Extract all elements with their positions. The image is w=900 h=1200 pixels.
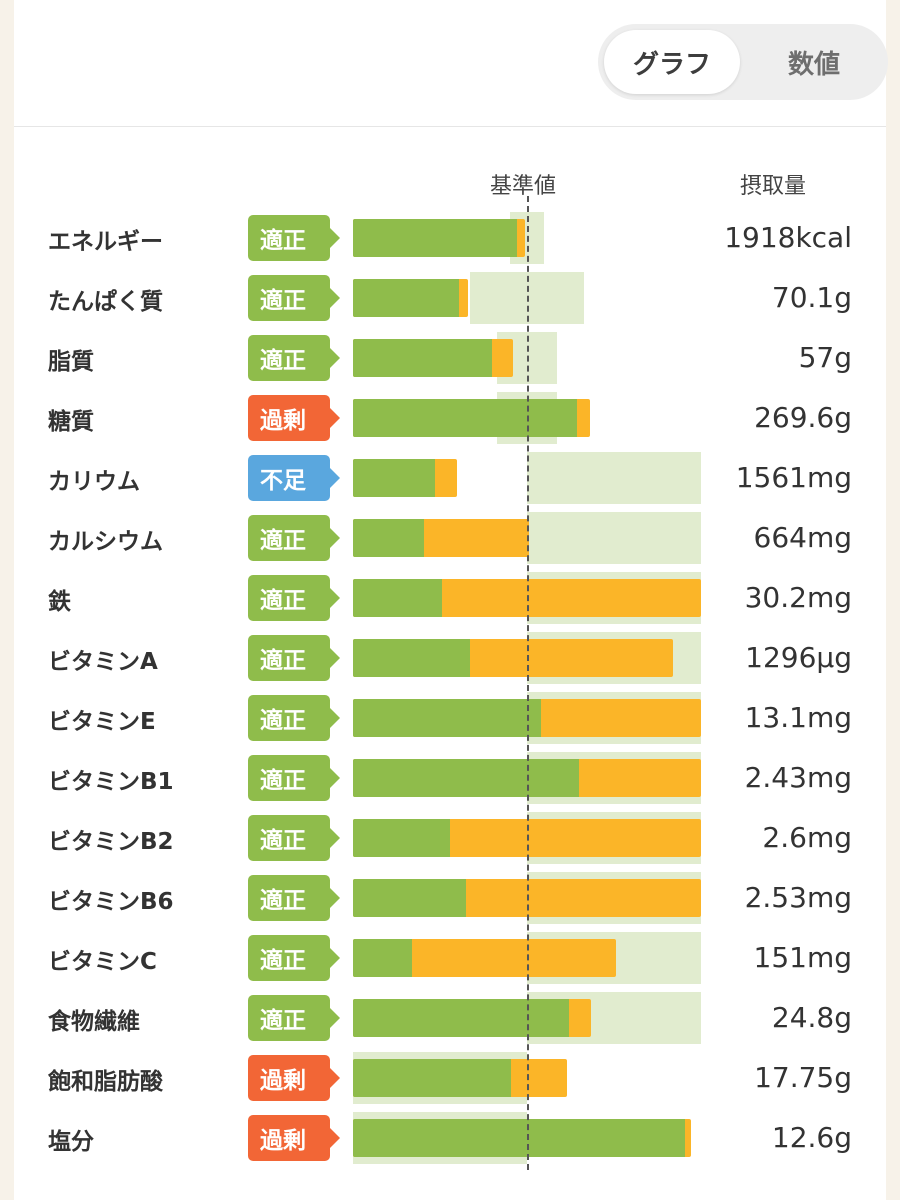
nutrient-row: ビタミンC 適正 151mg [0,928,900,988]
intake-value: 17.75g [754,1061,852,1094]
nutrient-name: ビタミンE [48,709,156,735]
intake-value: 2.43mg [744,761,852,794]
intake-bar-primary [353,519,425,557]
intake-bar-primary [353,759,580,797]
nutrient-name: エネルギー [48,229,163,255]
status-badge: 過剰 [248,395,340,441]
status-badge: 過剰 [248,1115,340,1161]
nutrient-name: 脂質 [48,349,94,375]
nutrient-name: 食物繊維 [48,1009,140,1035]
reference-range [469,272,585,324]
intake-bar-primary [353,939,413,977]
status-badge: 過剰 [248,1055,340,1101]
status-badge: 適正 [248,695,340,741]
nutrient-name: ビタミンB6 [48,889,174,915]
intake-value: 2.6mg [762,821,852,854]
status-badge: 適正 [248,335,340,381]
reference-line [527,196,529,1170]
nutrient-row: ビタミンB6 適正 2.53mg [0,868,900,928]
nutrient-name: 鉄 [48,589,71,615]
status-badge: 適正 [248,215,340,261]
intake-bar-primary [353,639,470,677]
status-badge: 適正 [248,935,340,981]
nutrient-name: たんぱく質 [48,289,163,315]
intake-value: 1296μg [745,641,852,674]
nutrient-row: エネルギー 適正 1918kcal [0,208,900,268]
intake-bar-primary [353,579,442,617]
intake-bar-primary [353,699,541,737]
reference-range [527,512,701,564]
intake-value: 664mg [753,521,853,554]
intake-value: 269.6g [754,401,852,434]
status-badge: 適正 [248,755,340,801]
intake-bar-primary [353,1119,686,1157]
intake-value: 70.1g [771,281,852,314]
intake-bar-primary [353,819,451,857]
intake-header: 摂取量 [740,174,807,199]
status-badge: 適正 [248,815,340,861]
status-badge: 適正 [248,635,340,681]
nutrient-name: ビタミンB1 [48,769,174,795]
nutrient-row: 鉄 適正 30.2mg [0,568,900,628]
status-badge: 不足 [248,455,340,501]
intake-value: 24.8g [771,1001,852,1034]
status-badge: 適正 [248,275,340,321]
intake-value: 1918kcal [724,221,852,254]
intake-bar-primary [353,999,569,1037]
nutrient-row: 脂質 適正 57g [0,328,900,388]
intake-bar-primary [353,459,435,497]
reference-range [527,452,701,504]
status-badge: 適正 [248,575,340,621]
intake-value: 57g [798,341,852,374]
nutrient-name: 飽和脂肪酸 [48,1069,163,1095]
nutrient-name: カルシウム [48,529,163,555]
nutrient-name: ビタミンA [48,649,158,675]
nutrient-row: カリウム 不足 1561mg [0,448,900,508]
numeric-tab[interactable]: 数値 [787,49,840,80]
nutrient-row: ビタミンE 適正 13.1mg [0,688,900,748]
nutrient-row: 糖質 過剰 269.6g [0,388,900,448]
nutrient-row: 飽和脂肪酸 過剰 17.75g [0,1048,900,1108]
nutrient-row: ビタミンA 適正 1296μg [0,628,900,688]
nutrient-name: 糖質 [48,409,94,435]
view-toggle: グラフ 数値 [598,24,888,100]
nutrient-name: カリウム [48,469,140,495]
status-badge: 適正 [248,515,340,561]
intake-bar-primary [353,339,493,377]
intake-value: 1561mg [735,461,852,494]
intake-value: 2.53mg [744,881,852,914]
nutrient-row: 食物繊維 適正 24.8g [0,988,900,1048]
graph-tab[interactable]: グラフ [604,30,740,94]
intake-bar-primary [353,279,460,317]
intake-bar-primary [353,1059,512,1097]
status-badge: 適正 [248,995,340,1041]
intake-value: 30.2mg [744,581,852,614]
status-badge: 適正 [248,875,340,921]
nutrient-row: たんぱく質 適正 70.1g [0,268,900,328]
nutrient-name: ビタミンC [48,949,157,975]
intake-bar-primary [353,879,467,917]
intake-value: 12.6g [771,1121,852,1154]
nutrient-row: ビタミンB2 適正 2.6mg [0,808,900,868]
reference-header: 基準値 [490,174,557,199]
nutrient-name: 塩分 [48,1129,94,1155]
nutrient-row: ビタミンB1 適正 2.43mg [0,748,900,808]
nutrient-name: ビタミンB2 [48,829,174,855]
intake-bar-primary [353,219,517,257]
nutrient-row: カルシウム 適正 664mg [0,508,900,568]
intake-bar-primary [353,399,578,437]
nutrient-row: 塩分 過剰 12.6g [0,1108,900,1168]
intake-value: 13.1mg [744,701,852,734]
divider [14,126,886,127]
intake-value: 151mg [753,941,853,974]
